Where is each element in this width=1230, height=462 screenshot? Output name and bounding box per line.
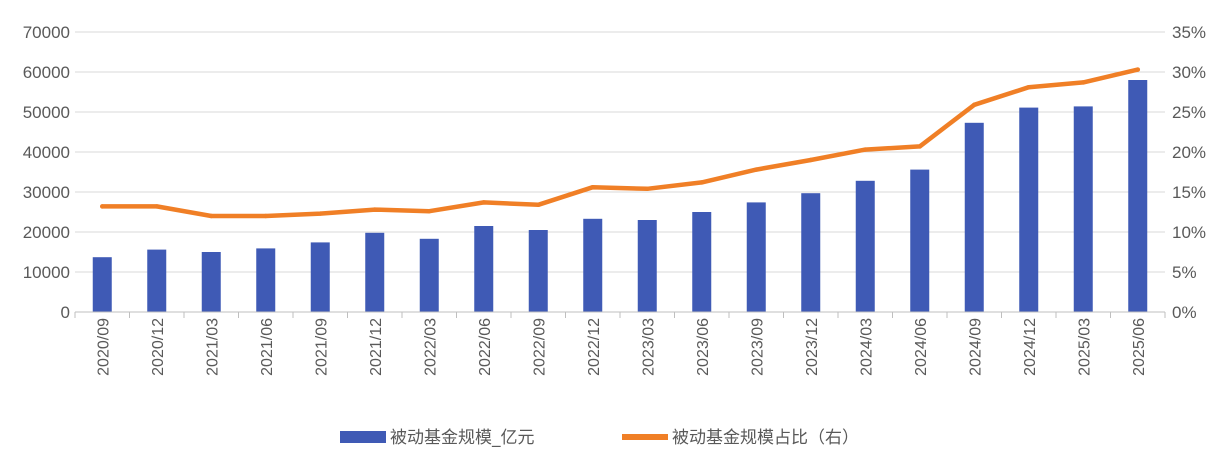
- x-tick-label: 2021/03: [204, 318, 221, 376]
- bar: [92, 257, 112, 312]
- y-right-tick-label: 20%: [1172, 143, 1206, 162]
- y-right-tick-label: 10%: [1172, 223, 1206, 242]
- bar: [256, 248, 276, 312]
- bar: [201, 252, 221, 312]
- y-left-tick-label: 0: [61, 303, 70, 322]
- line-point: [1135, 67, 1140, 72]
- line-point: [481, 200, 486, 205]
- bar: [310, 242, 330, 312]
- legend: 被动基金规模_亿元 被动基金规模占比（右）: [340, 428, 859, 448]
- x-tick-label: 2022/06: [477, 318, 494, 376]
- line-point: [754, 167, 759, 172]
- x-tick-label: 2020/12: [150, 318, 167, 376]
- y-right-tick-label: 25%: [1172, 103, 1206, 122]
- bar: [910, 169, 930, 312]
- x-tick-label: 2021/09: [313, 318, 330, 376]
- bar: [419, 238, 439, 312]
- x-tick-label: 2023/06: [695, 318, 712, 376]
- bar: [801, 193, 821, 312]
- y-left-tick-label: 70000: [23, 23, 70, 42]
- line-series: [100, 67, 1141, 219]
- x-tick-label: 2023/09: [749, 318, 766, 376]
- x-tick-label: 2022/03: [422, 318, 439, 376]
- bar-series: [92, 80, 1148, 313]
- bar: [637, 220, 657, 312]
- x-axis: 2020/09 2020/12 2021/03 2021/06 2021/09 2021/…: [74, 311, 1166, 376]
- legend-label-bar: 被动基金规模_亿元: [390, 428, 535, 448]
- line-point: [1081, 80, 1086, 85]
- line-point: [699, 180, 704, 185]
- line-point: [427, 209, 432, 214]
- bar: [474, 226, 494, 312]
- line-point: [645, 186, 650, 191]
- bar: [964, 122, 984, 312]
- line-point: [863, 147, 868, 152]
- y-left-tick-label: 20000: [23, 223, 70, 242]
- bar: [1019, 107, 1039, 312]
- y-right-tick-label: 5%: [1172, 263, 1197, 282]
- line-point: [372, 207, 377, 212]
- x-tick-label: 2022/09: [531, 318, 548, 376]
- y-left-tick-label: 60000: [23, 63, 70, 82]
- y-left-tick-label: 50000: [23, 103, 70, 122]
- line-point: [1026, 85, 1031, 90]
- line-point: [972, 102, 977, 108]
- left-y-axis: 0 10000 20000 30000 40000 50000 60000 70000: [23, 23, 70, 322]
- y-left-tick-label: 40000: [23, 143, 70, 162]
- x-tick-label: 2024/12: [1022, 318, 1039, 376]
- x-tick-label: 2022/12: [586, 318, 603, 376]
- series-line: [100, 67, 1141, 219]
- y-right-tick-label: 15%: [1172, 183, 1206, 202]
- y-right-tick-label: 35%: [1172, 23, 1206, 42]
- x-tick-label: 2020/09: [95, 318, 112, 376]
- line-point: [263, 213, 268, 219]
- line-point: [590, 185, 595, 190]
- bar: [1073, 106, 1093, 313]
- legend-swatch-bar: [340, 431, 386, 443]
- y-right-tick-label: 30%: [1172, 63, 1206, 82]
- bar: [583, 218, 603, 312]
- line-point: [808, 157, 813, 163]
- x-tick-label: 2025/06: [1131, 318, 1148, 376]
- y-right-tick-label: 0%: [1172, 303, 1197, 322]
- legend-label-line: 被动基金规模占比（右）: [672, 428, 859, 448]
- right-y-axis: 0% 5% 10% 15% 20% 25% 30% 35%: [1172, 23, 1206, 322]
- line-point: [318, 211, 323, 216]
- line-point: [917, 144, 922, 149]
- y-left-tick-label: 10000: [23, 263, 70, 282]
- y-left-tick-label: 30000: [23, 183, 70, 202]
- line-point: [154, 204, 159, 209]
- line-point: [536, 202, 541, 207]
- x-tick-label: 2023/03: [640, 318, 657, 376]
- line-point: [209, 213, 214, 219]
- bar: [365, 232, 385, 312]
- x-tick-label: 2025/03: [1076, 318, 1093, 376]
- bar: [1128, 80, 1148, 312]
- x-tick-label: 2024/03: [858, 318, 875, 376]
- x-tick-label: 2024/06: [913, 318, 930, 376]
- x-tick-label: 2021/06: [259, 318, 276, 376]
- gridlines: [75, 31, 1165, 273]
- x-tick-label: 2021/12: [368, 318, 385, 376]
- bar: [528, 230, 548, 312]
- x-tick-label: 2023/12: [804, 318, 821, 376]
- line-point: [100, 204, 105, 209]
- bar: [746, 202, 766, 312]
- bar: [692, 212, 712, 312]
- bar: [855, 180, 875, 312]
- x-tick-label: 2024/09: [967, 318, 984, 376]
- bar: [147, 249, 167, 312]
